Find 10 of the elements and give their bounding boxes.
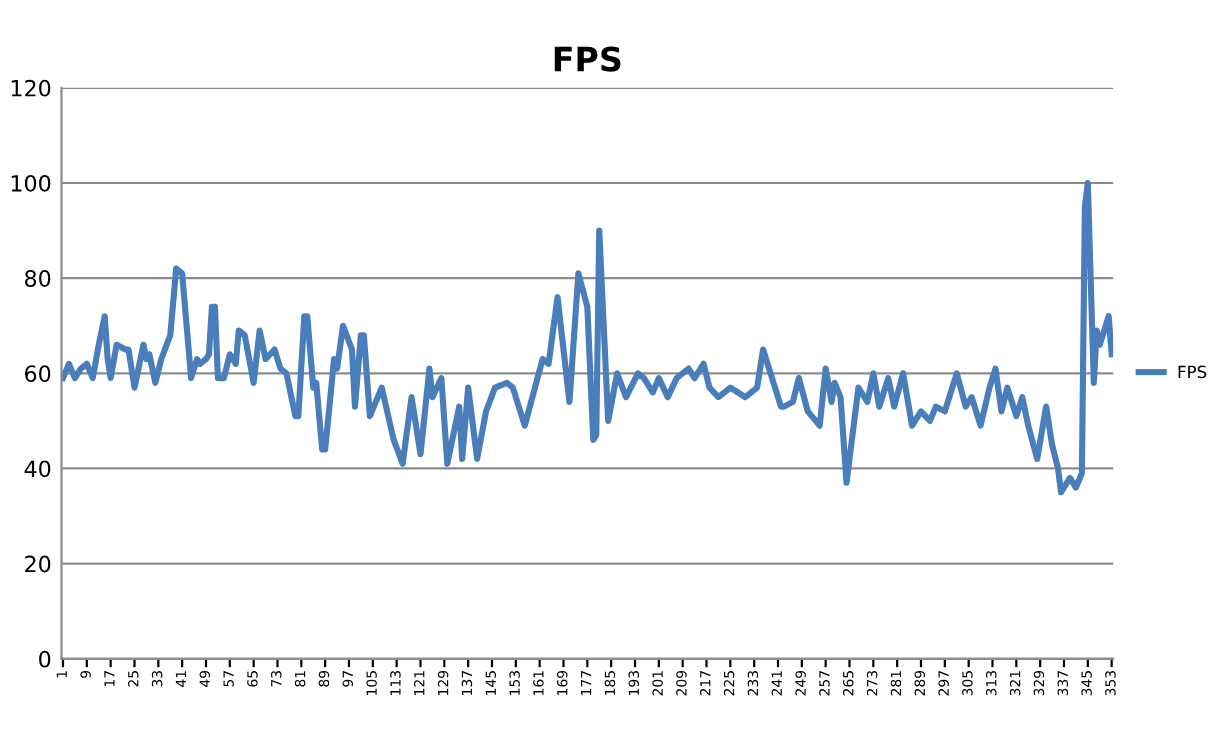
- y-tick-label: 100: [11, 174, 51, 192]
- y-tick-label: 80: [25, 270, 51, 287]
- chart-title: FPS: [554, 46, 621, 72]
- legend-label: FPS: [1178, 365, 1207, 379]
- y-tick-label: 0: [39, 650, 51, 668]
- y-tick-label: 40: [24, 460, 51, 478]
- line-series: [61, 179, 1114, 496]
- y-tick-label: 120: [11, 79, 51, 97]
- y-tick-label: 20: [25, 555, 51, 573]
- y-tick-label: 60: [25, 365, 51, 383]
